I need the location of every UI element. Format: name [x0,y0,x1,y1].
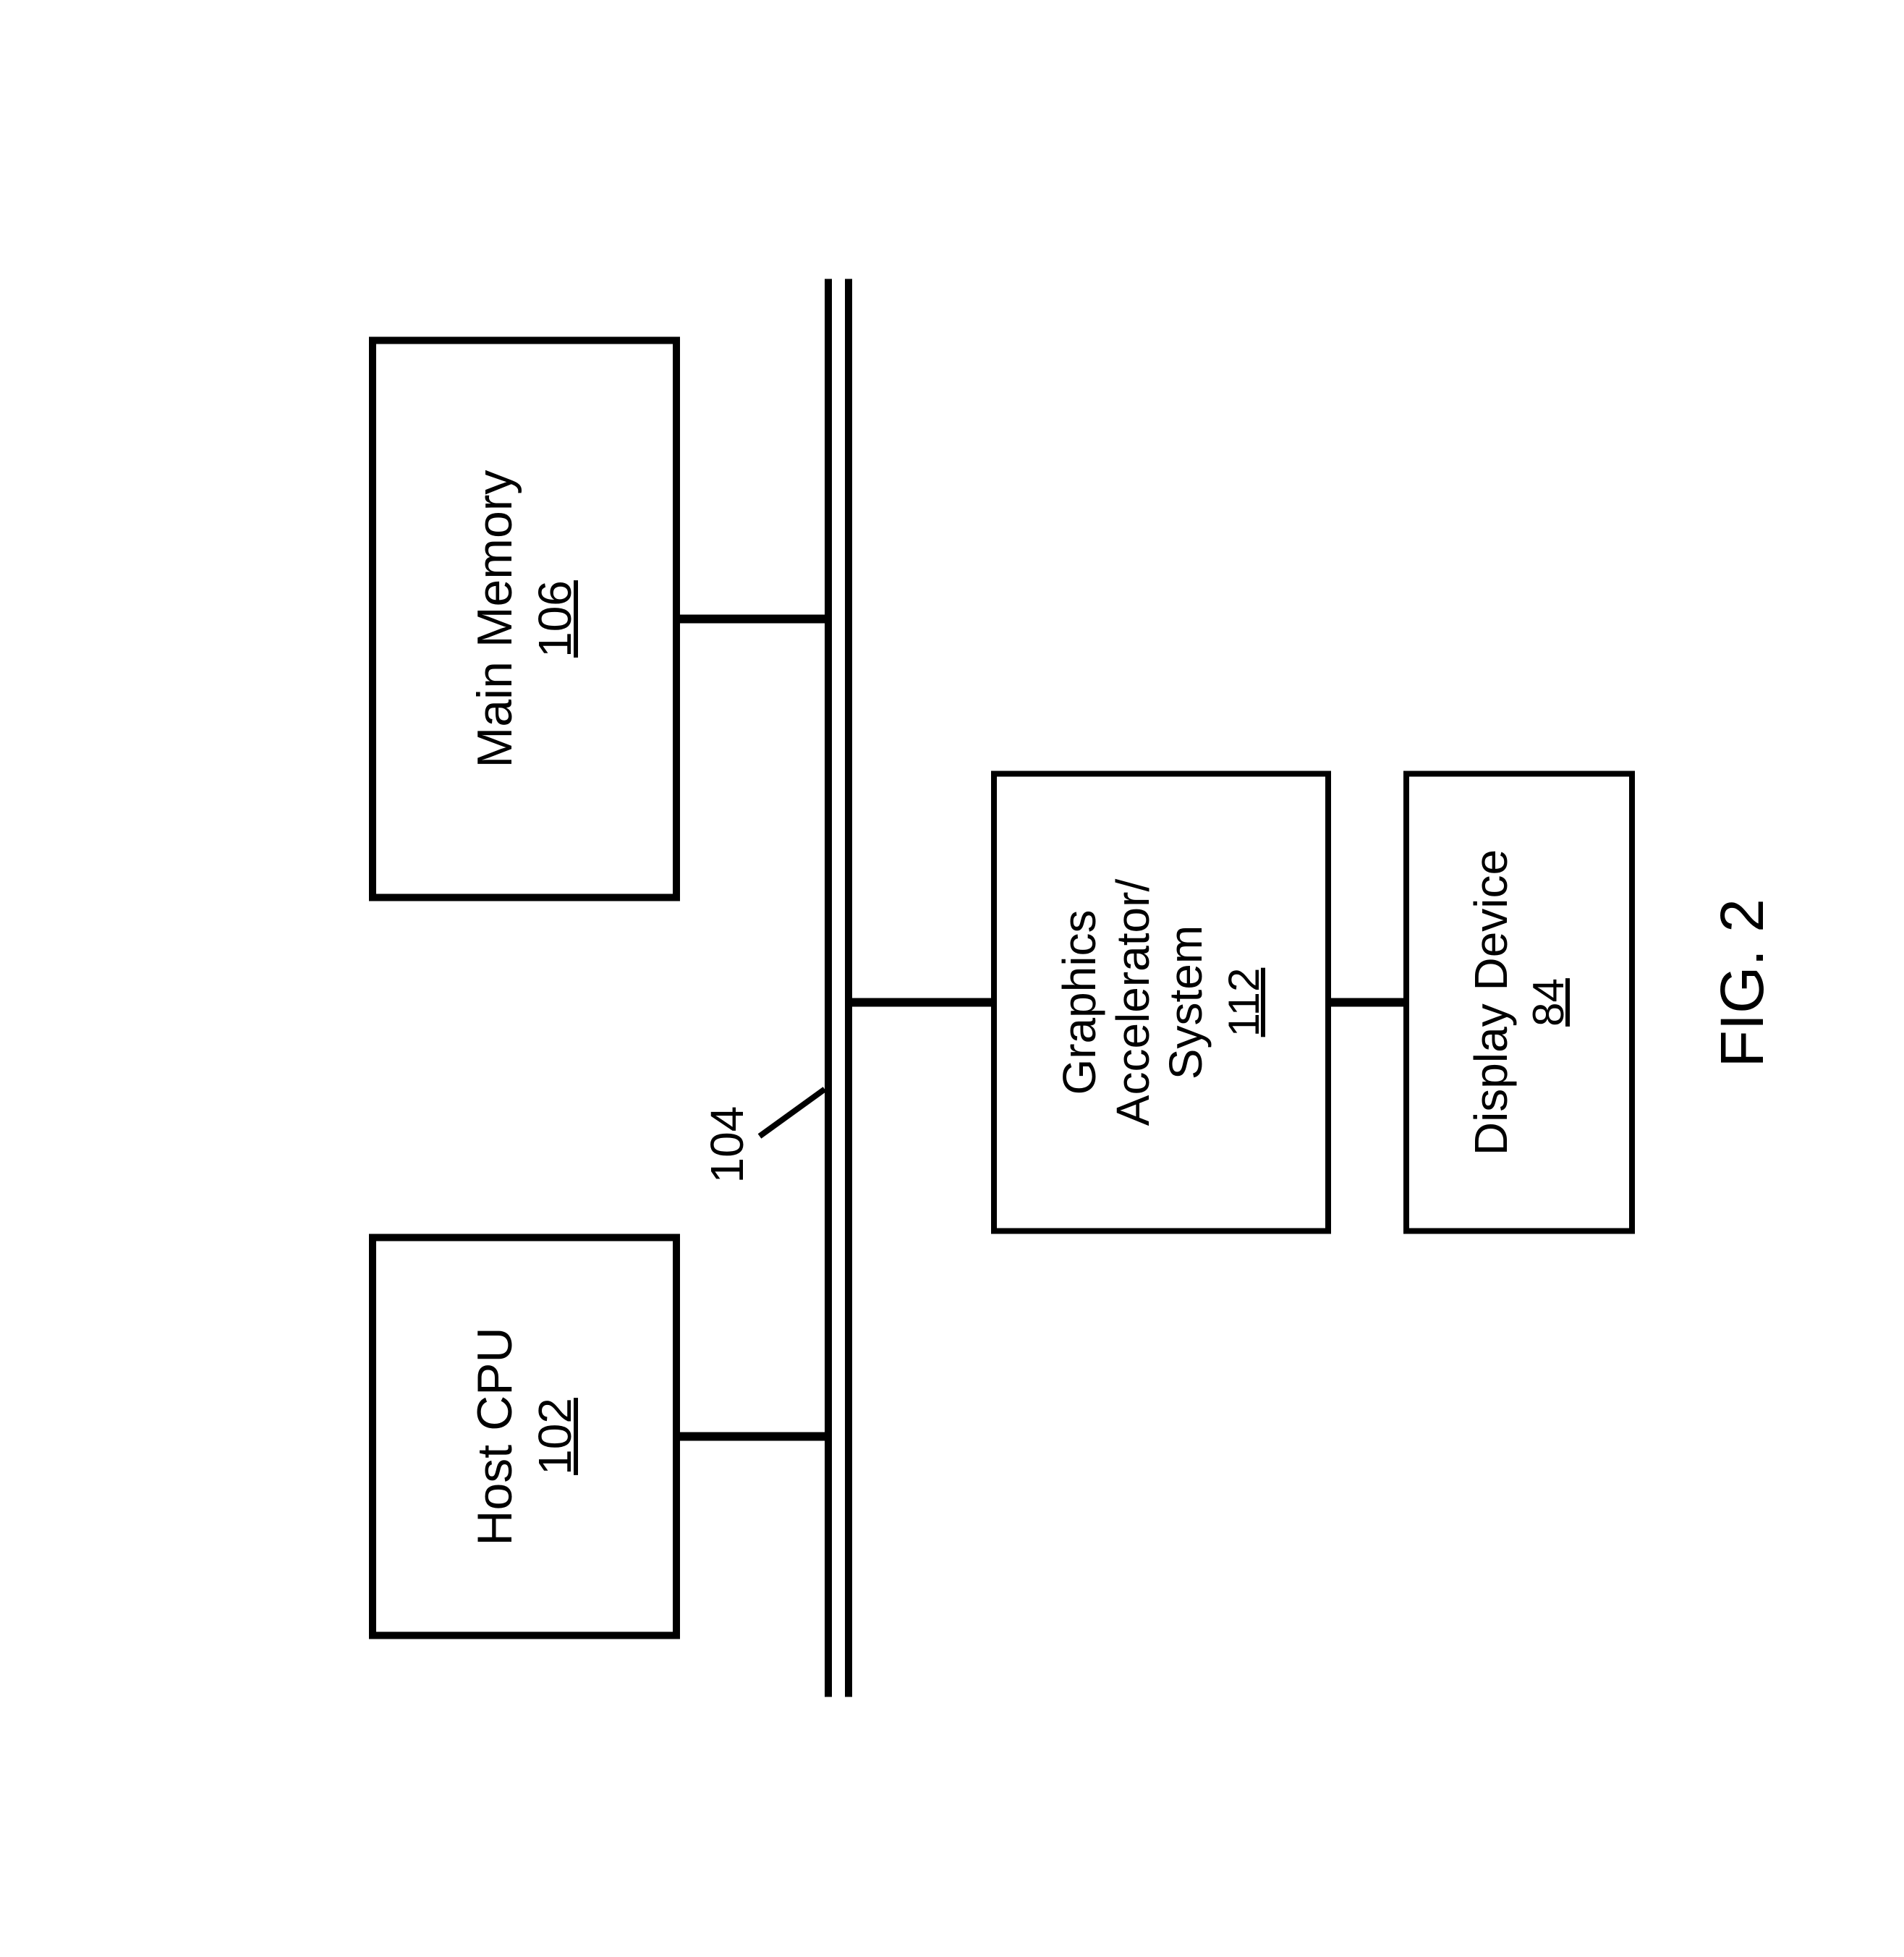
block-host-cpu-ref: 102 [529,1398,582,1475]
block-main-memory-ref: 106 [529,580,582,658]
stub-graphics-to-display [1331,998,1403,1006]
block-graphics-ref: 112 [1219,967,1269,1037]
block-main-memory: Main Memory 106 [369,336,680,901]
figure-canvas: 104 Host CPU 102 Main Memory 106 Graphic… [0,0,1904,1957]
figure-caption: FIG. 2 [1707,899,1777,1067]
system-bus-line-bottom [845,279,852,1697]
block-host-cpu: Host CPU 102 [369,1234,680,1639]
block-graphics-title: GraphicsAccelerator/System [1053,878,1213,1125]
block-host-cpu-title: Host CPU [467,1327,523,1545]
block-graphics-accelerator: GraphicsAccelerator/System 112 [991,771,1331,1234]
block-display-device: Display Device 84 [1403,771,1635,1234]
bus-ref-label: 104 [700,1105,754,1183]
stub-host-cpu-to-bus [680,1432,825,1440]
system-bus-line-top [825,279,832,1697]
stub-main-memory-to-bus [680,614,825,623]
block-main-memory-title: Main Memory [467,470,523,768]
rotated-diagram: 104 Host CPU 102 Main Memory 106 Graphic… [0,0,1904,1957]
stub-graphics-to-bus [852,998,991,1006]
block-display-title: Display Device [1465,849,1518,1155]
block-display-ref: 84 [1523,978,1573,1027]
